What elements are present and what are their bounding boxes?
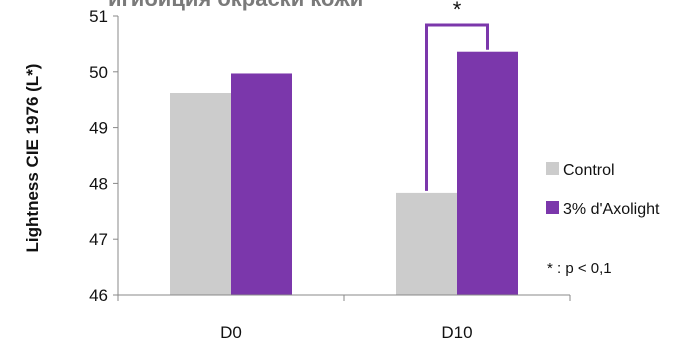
legend-swatch bbox=[546, 201, 559, 214]
legend-label: Control bbox=[563, 162, 615, 179]
category-label: D10 bbox=[441, 323, 472, 342]
bar-d10-series-1 bbox=[457, 51, 518, 295]
y-axis-label: Lightness CIE 1976 (L*) bbox=[23, 64, 42, 253]
y-tick-label: 51 bbox=[89, 7, 108, 26]
bar-d0-series-1 bbox=[231, 73, 292, 295]
y-tick-label: 49 bbox=[89, 119, 108, 138]
category-label: D0 bbox=[220, 323, 242, 342]
y-tick-label: 47 bbox=[89, 230, 108, 249]
y-tick-label: 46 bbox=[89, 286, 108, 305]
y-tick-label: 48 bbox=[89, 174, 108, 193]
legend-label: 3% d'Axolight bbox=[563, 201, 660, 218]
significance-bracket bbox=[425, 23, 489, 191]
legend-swatch bbox=[546, 162, 559, 175]
bar-d0-series-0 bbox=[170, 93, 231, 295]
y-tick-label: 50 bbox=[89, 63, 108, 82]
significance-note: * : p < 0,1 bbox=[547, 260, 612, 277]
significance-marker: * bbox=[453, 0, 462, 22]
chart-title: игибиция окраски кожи bbox=[108, 0, 363, 11]
bar-d10-series-0 bbox=[396, 192, 457, 295]
